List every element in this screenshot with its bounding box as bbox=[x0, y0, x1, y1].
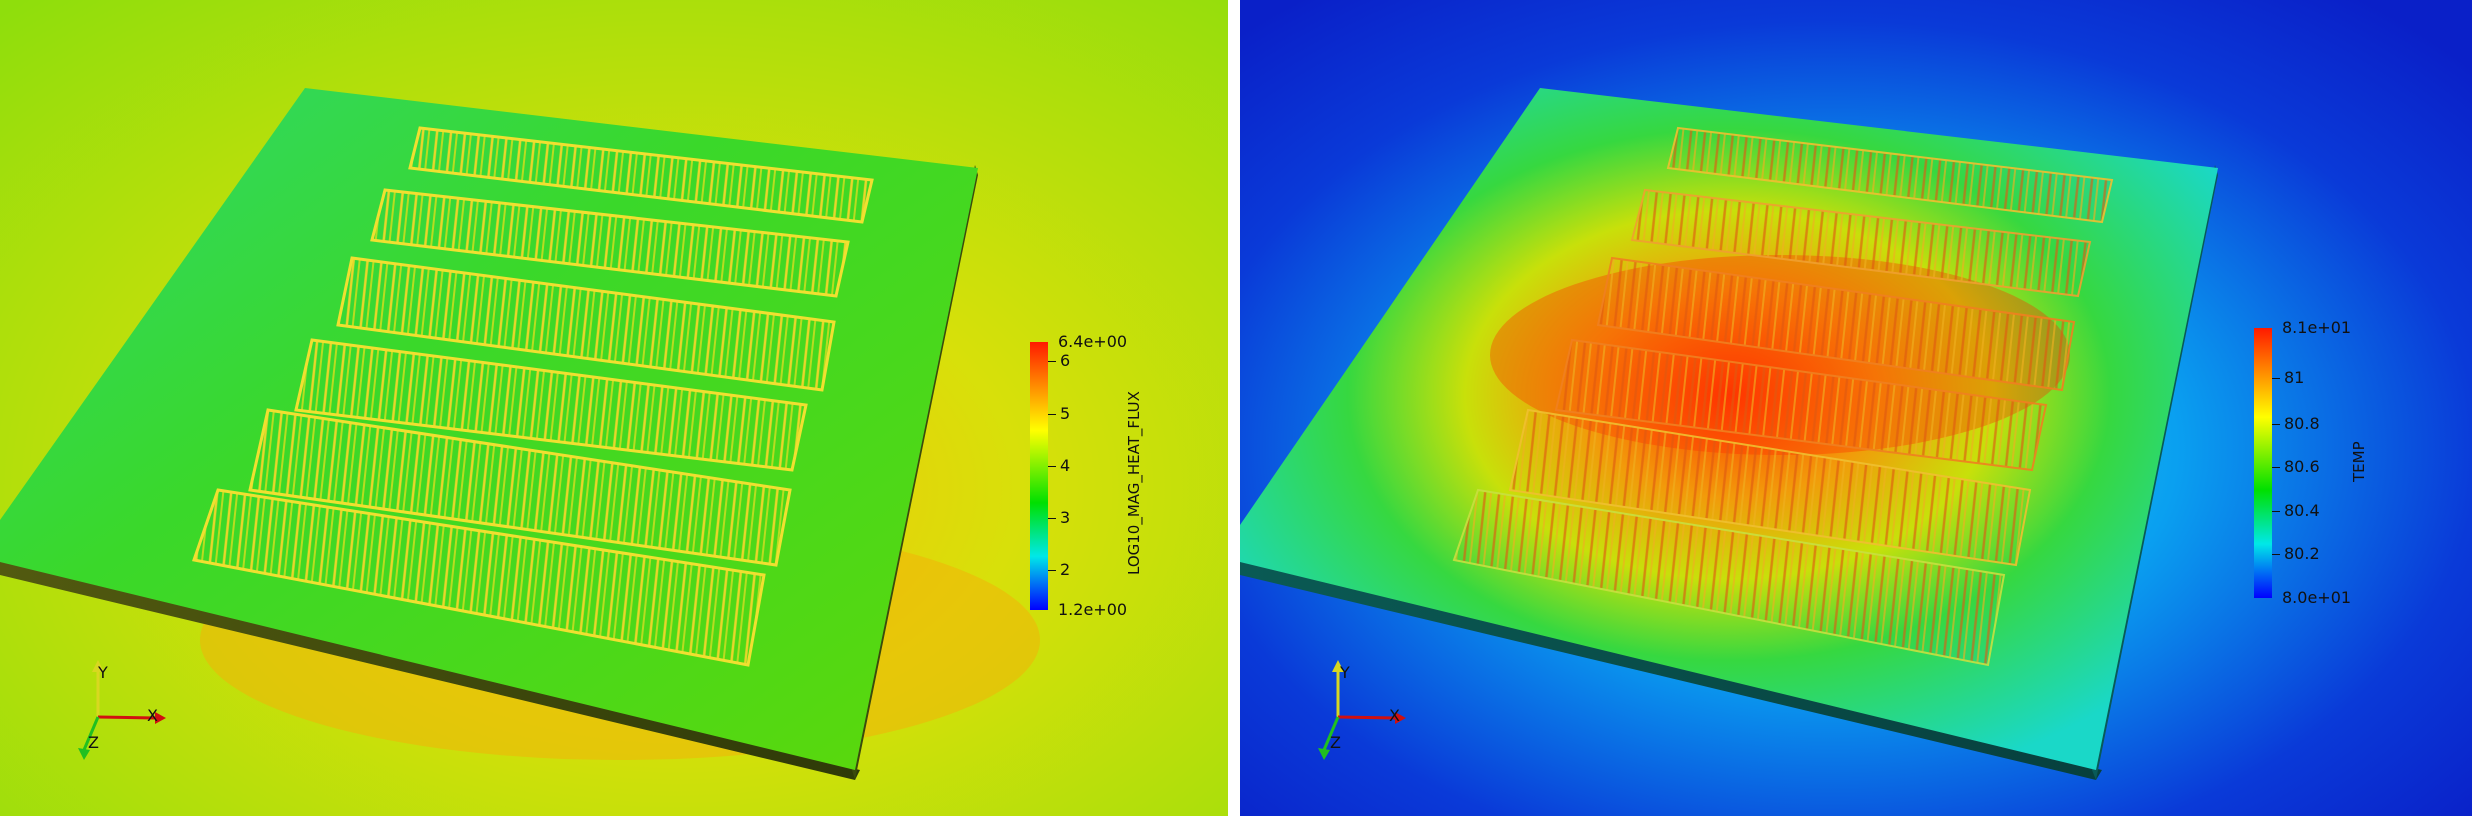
colorbar-tick bbox=[2272, 511, 2280, 512]
colorbar-tick-label: 80.2 bbox=[2284, 544, 2320, 563]
axes-triad bbox=[78, 660, 166, 760]
fin-rows bbox=[192, 126, 874, 667]
colorbar-title: LOG10_MAG_HEAT_FLUX bbox=[1125, 391, 1143, 575]
colorbar-tick-label: 81 bbox=[2284, 368, 2305, 387]
axis-z-label: Z bbox=[88, 733, 99, 752]
right-3d-view[interactable]: Y X Z 8.1e+01 8.0e+01 81 80.8 80.6 80.4 … bbox=[1240, 0, 2472, 816]
colorbar-tick bbox=[1048, 361, 1056, 362]
colorbar-tick bbox=[2272, 554, 2280, 555]
colorbar-min-label: 1.2e+00 bbox=[1058, 600, 1128, 619]
colorbar-tick-label: 5 bbox=[1060, 404, 1071, 423]
colorbar-tick-label: 80.6 bbox=[2284, 457, 2320, 476]
axis-z-label: Z bbox=[1330, 733, 1341, 752]
heat-flux-render bbox=[0, 0, 1228, 816]
colorbar-tick-label: 6 bbox=[1060, 351, 1071, 370]
colorbar-tick bbox=[1048, 570, 1056, 571]
temperature-render bbox=[1240, 0, 2472, 816]
colorbar-tick-label: 80.8 bbox=[2284, 414, 2320, 433]
heat-flux-colorbar bbox=[1030, 342, 1048, 610]
colorbar-tick bbox=[2272, 424, 2280, 425]
colorbar-tick bbox=[2272, 467, 2280, 468]
axis-x-label: X bbox=[1389, 706, 1400, 725]
fin-rows bbox=[1452, 126, 2114, 667]
temp-colorbar bbox=[2254, 328, 2272, 598]
colorbar-tick bbox=[2272, 378, 2280, 379]
left-3d-view[interactable]: Y X Z 6.4e+00 1.2e+00 6 5 4 3 2 LOG10_MA… bbox=[0, 0, 1228, 816]
colorbar-min-label: 8.0e+01 bbox=[2282, 588, 2352, 607]
axes-triad bbox=[1318, 660, 1406, 760]
colorbar-tick bbox=[1048, 414, 1056, 415]
colorbar-tick bbox=[1048, 518, 1056, 519]
colorbar-tick-label: 3 bbox=[1060, 508, 1071, 527]
colorbar-max-label: 6.4e+00 bbox=[1058, 332, 1128, 351]
axis-y-label: Y bbox=[98, 663, 108, 682]
axis-y-label: Y bbox=[1340, 663, 1350, 682]
colorbar-tick-label: 2 bbox=[1060, 560, 1071, 579]
view-divider bbox=[1228, 0, 1240, 816]
colorbar-tick bbox=[1048, 466, 1056, 467]
colorbar-tick-label: 4 bbox=[1060, 456, 1071, 475]
colorbar-title: TEMP bbox=[2350, 441, 2368, 482]
colorbar-tick-label: 80.4 bbox=[2284, 501, 2320, 520]
colorbar-max-label: 8.1e+01 bbox=[2282, 318, 2352, 337]
axis-x-label: X bbox=[147, 706, 158, 725]
